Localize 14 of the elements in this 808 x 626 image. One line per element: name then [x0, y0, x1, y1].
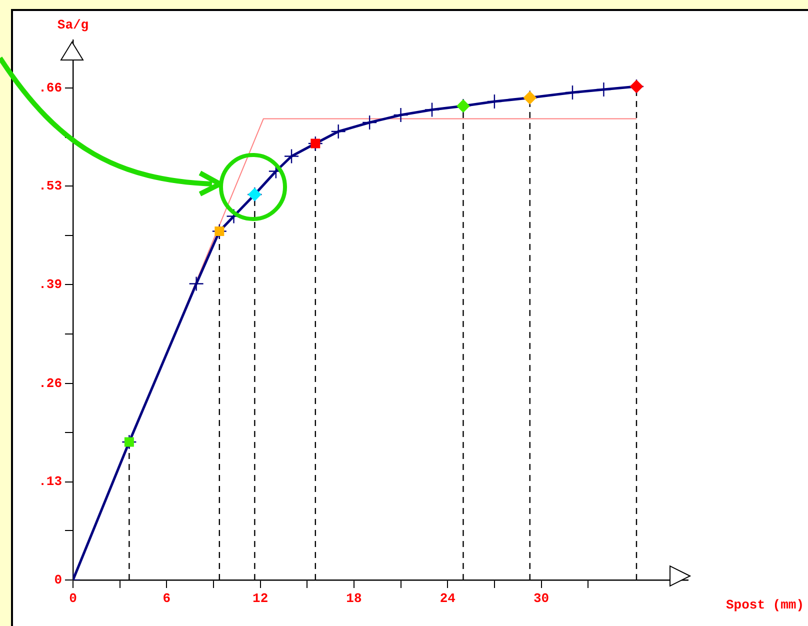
x-tick-label: 24 [440, 591, 456, 606]
x-tick-label: 6 [162, 591, 171, 606]
y-tick-label: 0 [54, 572, 62, 588]
y-tick-label: .53 [38, 178, 62, 194]
y-tick-label: .26 [38, 376, 62, 391]
x-tick-label: 0 [69, 591, 78, 606]
x-tick-label: 18 [346, 591, 362, 606]
x-tick-label: 12 [252, 591, 268, 606]
y-tick-label: .39 [38, 276, 62, 292]
y-tick-label: .66 [38, 80, 62, 96]
x-tick-label: 30 [533, 591, 550, 606]
y-axis-title: Sa/g [57, 17, 89, 32]
x-axis-title: Spost (mm) [726, 597, 804, 612]
y-tick-label: .13 [38, 474, 62, 490]
